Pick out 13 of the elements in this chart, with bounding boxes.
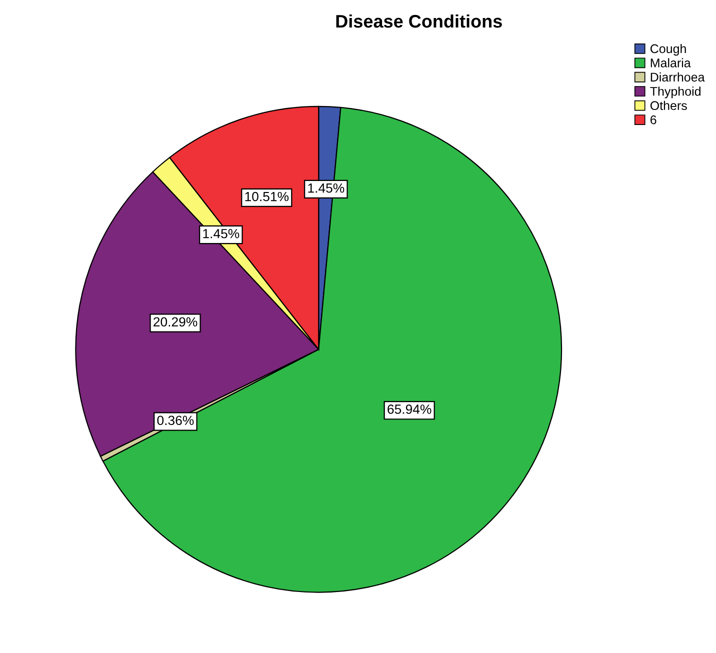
data-label: 1.45% — [308, 183, 344, 193]
chart-title: Disease Conditions — [336, 14, 502, 28]
legend-label: Malaria — [650, 58, 691, 68]
data-label: 0.36% — [157, 416, 194, 426]
data-label: 20.29% — [154, 317, 198, 327]
data-label: 1.45% — [203, 228, 240, 238]
legend-label: Cough — [650, 44, 686, 56]
legend-label: Thyphoid — [650, 86, 700, 98]
legend-label: Others — [650, 100, 687, 110]
legend-label: Diarrhoea — [650, 72, 705, 82]
legend-label: 6 — [650, 115, 656, 124]
data-label: 10.51% — [245, 192, 289, 202]
data-label: 65.94% — [388, 404, 432, 414]
